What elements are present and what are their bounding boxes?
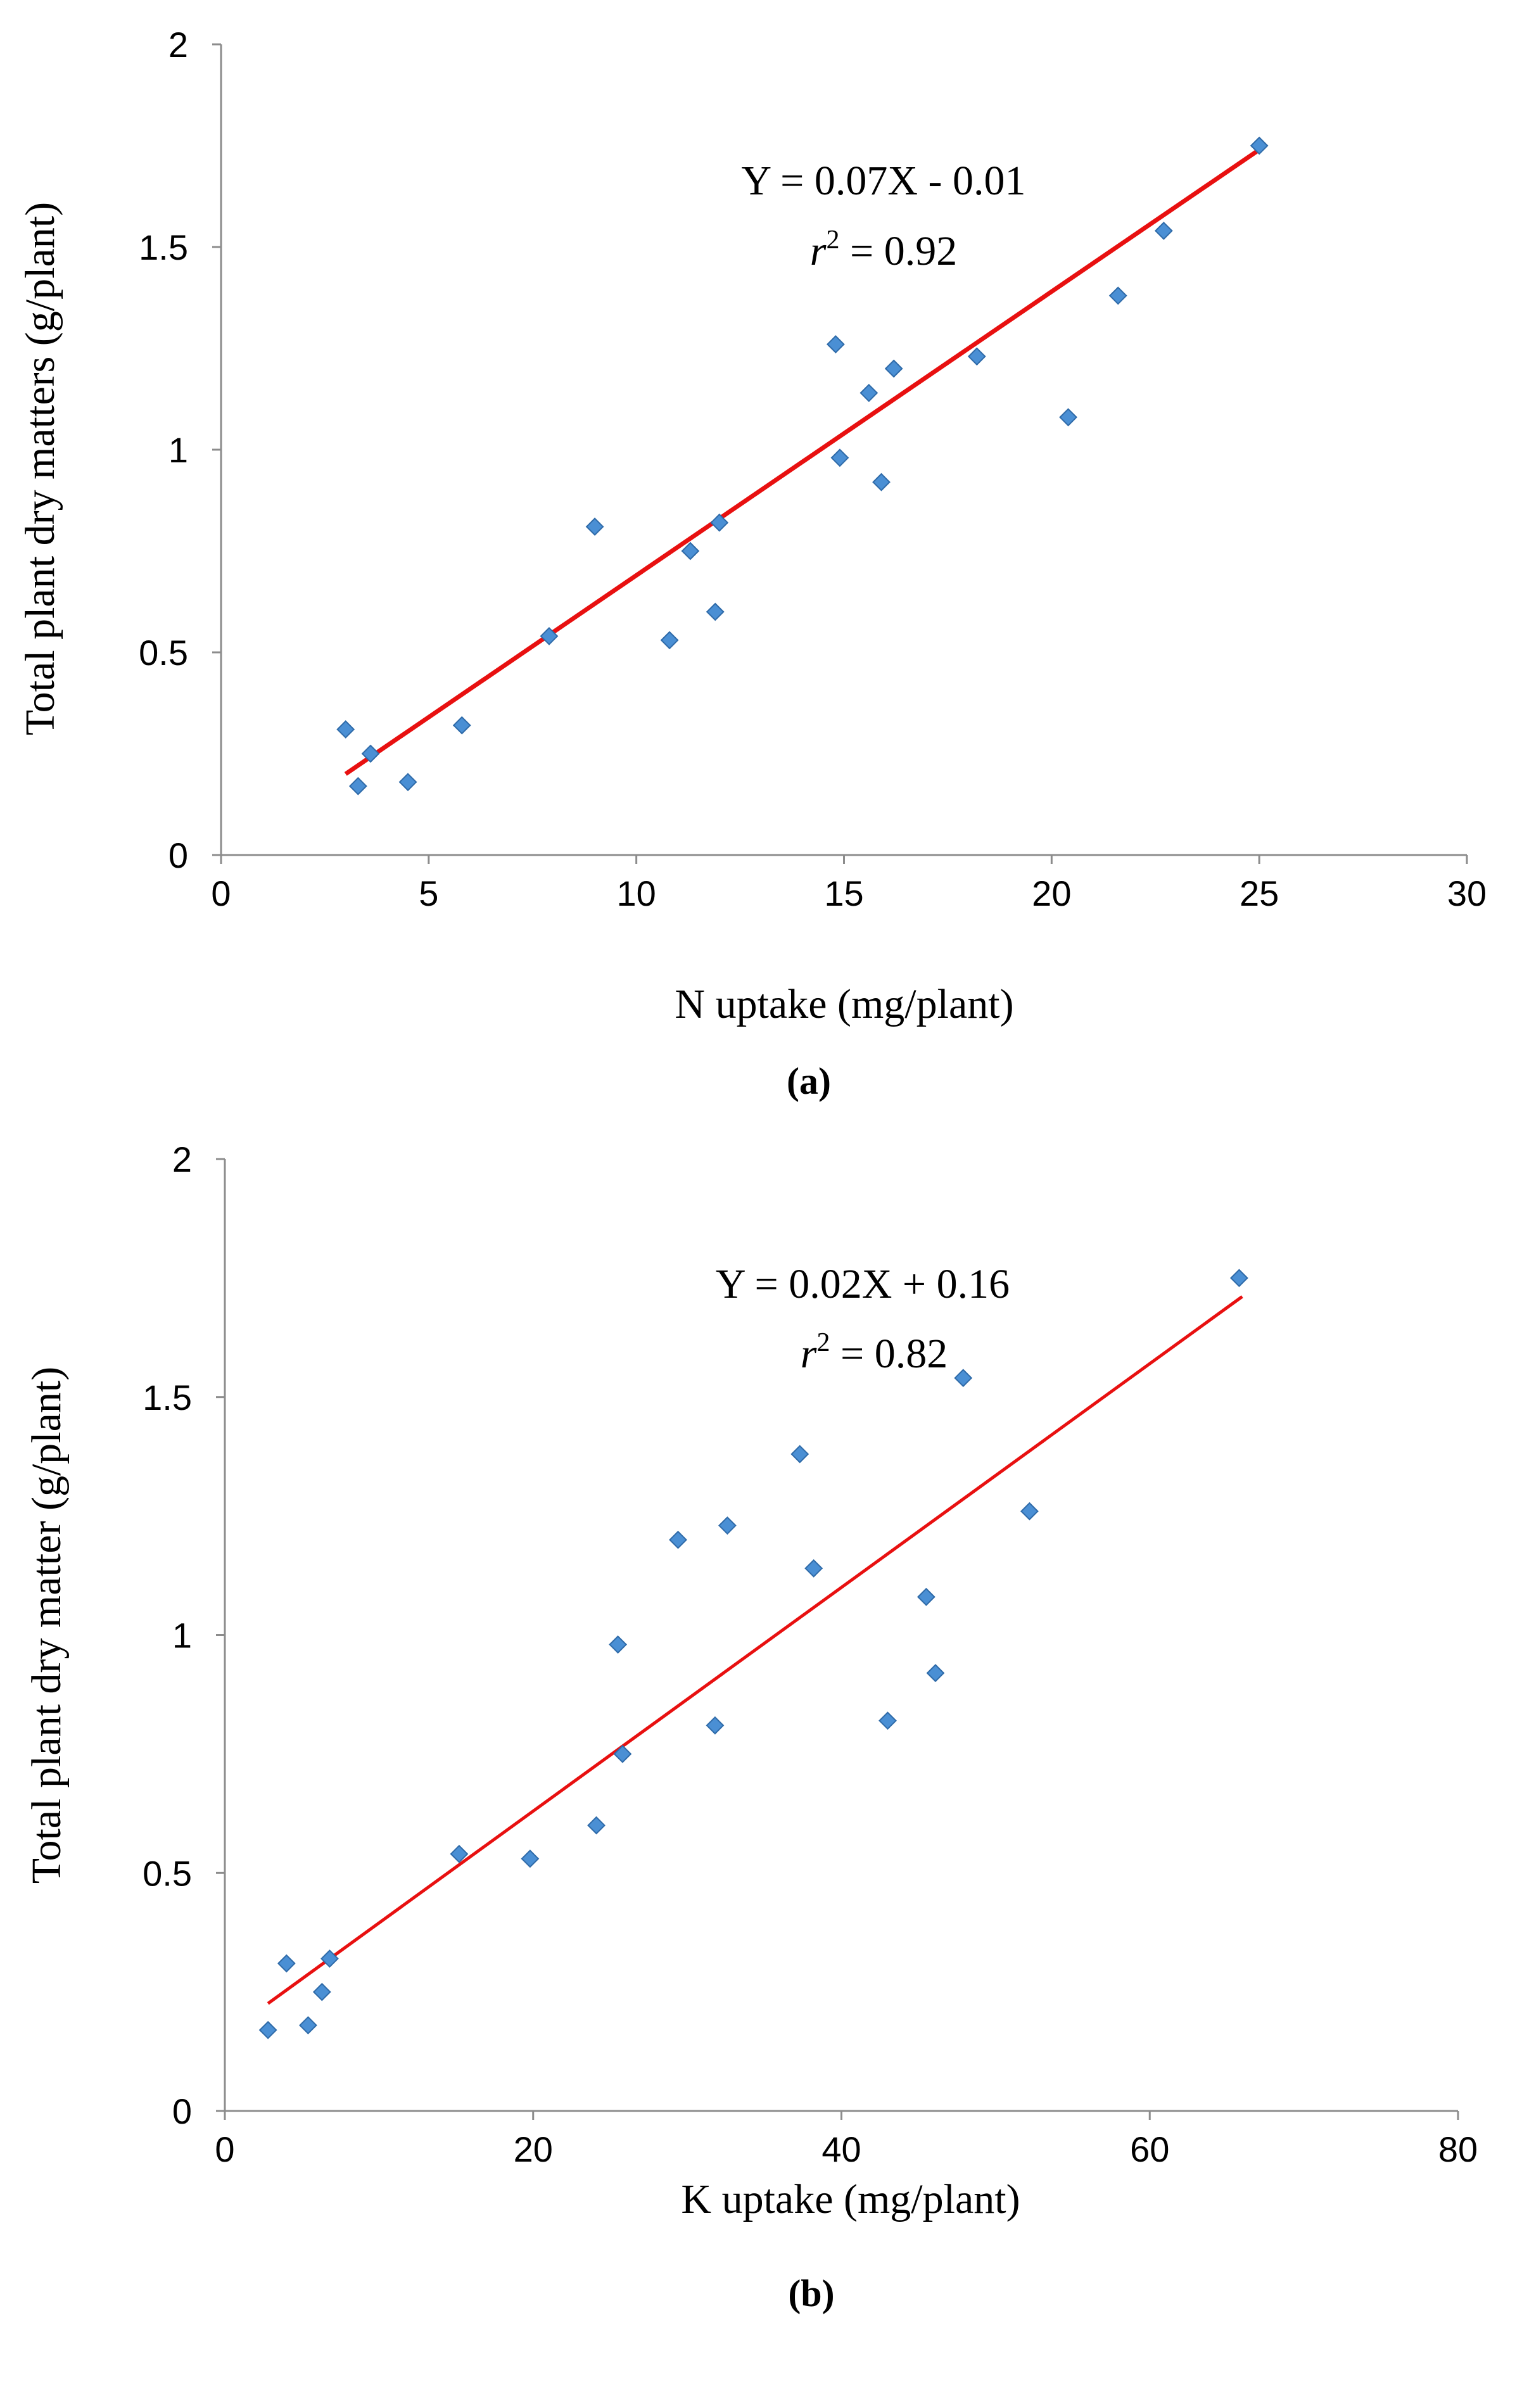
data-point-b <box>299 2016 317 2035</box>
y-tick-label-a: 1 <box>168 430 188 470</box>
data-point-a <box>706 602 725 621</box>
data-point-a <box>452 716 471 735</box>
data-point-b <box>609 1635 628 1654</box>
x-tick-label-b: 20 <box>514 2129 553 2169</box>
r2-b-sup: 2 <box>816 1328 830 1357</box>
data-point-a <box>681 542 700 561</box>
data-point-b <box>320 1949 339 1968</box>
data-point-b <box>790 1445 809 1464</box>
chart-panel-a: 00.511.520 5 10 15 20 25 30 N uptake (mg/plant… <box>17 25 1487 1102</box>
r2-a-symbol: r <box>810 228 827 274</box>
panel-label-a: (a) <box>787 1060 831 1102</box>
data-point-b <box>916 1587 935 1606</box>
data-point-b <box>669 1530 687 1549</box>
data-point-a <box>1108 286 1127 305</box>
chart-panel-b: 00.511.520 20 40 60 80 K uptake (mg/plant) T… <box>23 1139 1478 2314</box>
panel-label-b: (b) <box>788 2272 834 2314</box>
data-point-b <box>312 1982 331 2001</box>
plot-area-a: 00.511.520 5 10 15 20 25 30 <box>139 25 1487 913</box>
x-tick-label-a: 25 <box>1240 873 1279 913</box>
x-tick-label-b: 80 <box>1438 2129 1478 2169</box>
data-point-a <box>348 776 367 795</box>
r2-a: r2 = 0.92 <box>810 225 957 274</box>
data-point-b <box>521 1849 540 1868</box>
data-point-b <box>718 1516 737 1535</box>
r2-b-symbol: r <box>801 1331 817 1377</box>
data-point-a <box>1250 136 1269 155</box>
x-tick-label-a: 15 <box>824 873 863 913</box>
data-point-b <box>1020 1502 1039 1521</box>
y-tick-label-a: 0.5 <box>139 633 188 673</box>
y-tick-label-a: 0 <box>168 835 188 875</box>
y-tick-label-b: 1.5 <box>143 1378 192 1417</box>
y-tick-label-b: 0.5 <box>143 1853 192 1893</box>
data-point-a <box>826 335 845 354</box>
x-tick-label-b: 0 <box>215 2129 234 2169</box>
regression-line-a <box>344 148 1261 776</box>
data-point-b <box>613 1744 632 1763</box>
data-point-b <box>926 1664 945 1683</box>
data-point-b <box>258 2020 277 2039</box>
data-point-b <box>706 1716 725 1735</box>
data-point-a <box>872 472 891 491</box>
y-tick-label-a: 1.5 <box>139 227 188 267</box>
x-axis-title-a: N uptake (mg/plant) <box>675 981 1013 1027</box>
y-tick-label-b: 2 <box>172 1139 192 1179</box>
data-point-a <box>884 359 903 378</box>
data-point-a <box>398 773 417 792</box>
data-point-a <box>336 720 355 739</box>
data-point-a <box>830 448 849 467</box>
plot-area-b: 00.511.520 20 40 60 80 <box>143 1139 1478 2169</box>
data-point-a <box>361 744 380 763</box>
data-point-a <box>1154 221 1173 240</box>
y-tick-label-b: 1 <box>172 1616 192 1656</box>
equation-a-text: Y = 0.07X - 0.01 <box>741 158 1025 204</box>
data-point-b <box>450 1844 469 1863</box>
x-tick-label-a: 5 <box>419 873 438 913</box>
data-point-a <box>859 383 878 402</box>
x-axis-title-b: K uptake (mg/plant) <box>681 2176 1020 2222</box>
y-tick-label-a: 2 <box>168 25 188 65</box>
y-axis-title-b: Total plant dry matter (g/plant) <box>23 1367 70 1884</box>
regression-line-b <box>267 1295 1243 2005</box>
data-point-a <box>710 513 729 532</box>
data-point-b <box>1229 1269 1248 1288</box>
x-tick-label-a: 30 <box>1447 873 1487 913</box>
x-tick-label-a: 10 <box>617 873 656 913</box>
data-point-a <box>585 517 604 536</box>
y-axis-title-a: Total plant dry matters (g/plant) <box>17 202 63 735</box>
r2-b: r2 = 0.82 <box>801 1328 948 1377</box>
data-point-a <box>660 631 679 650</box>
x-tick-label-a: 20 <box>1032 873 1071 913</box>
x-tick-label-b: 60 <box>1130 2129 1169 2169</box>
data-point-b <box>587 1816 606 1835</box>
equation-b-text: Y = 0.02X + 0.16 <box>716 1261 1010 1307</box>
y-tick-label-b: 0 <box>172 2091 192 2131</box>
r2-a-sup: 2 <box>826 225 839 255</box>
data-point-a <box>540 626 559 645</box>
r2-a-value: = 0.92 <box>839 228 957 274</box>
x-tick-label-b: 40 <box>821 2129 861 2169</box>
data-point-b <box>804 1559 823 1578</box>
equation-b: Y = 0.02X + 0.16 <box>716 1261 1010 1307</box>
data-point-b <box>954 1369 973 1388</box>
x-tick-label-a: 0 <box>211 873 231 913</box>
data-point-b <box>878 1711 897 1730</box>
data-point-a <box>1059 408 1077 427</box>
r2-b-value: = 0.82 <box>830 1331 948 1377</box>
equation-a: Y = 0.07X - 0.01 <box>741 158 1025 204</box>
data-point-b <box>277 1954 296 1973</box>
data-point-a <box>967 347 986 366</box>
